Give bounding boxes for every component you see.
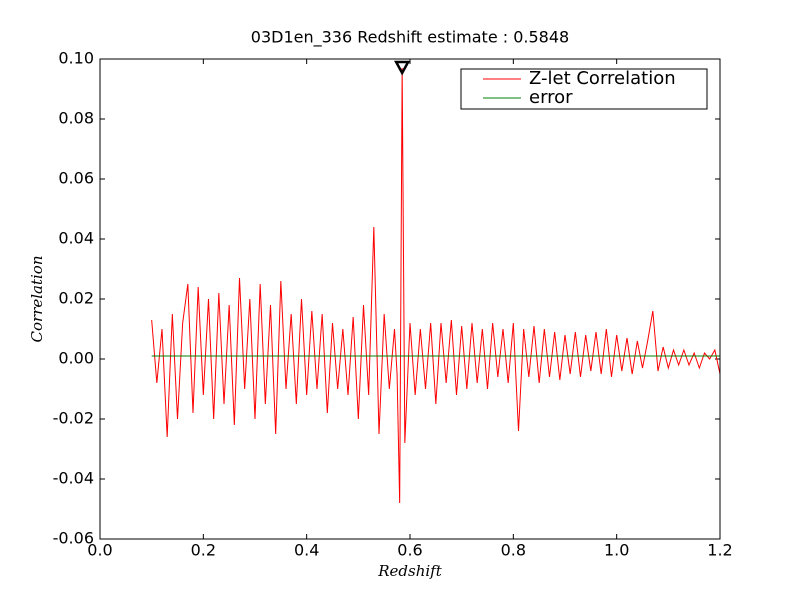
x-tick-label: 1.2 bbox=[707, 541, 732, 560]
series-line bbox=[151, 67, 721, 504]
x-tick-label: 0.4 bbox=[294, 541, 319, 560]
legend-box bbox=[460, 68, 708, 110]
y-tick-label: 0.00 bbox=[58, 349, 94, 368]
y-tick-label: 0.08 bbox=[58, 109, 94, 128]
chart-title: 03D1en_336 Redshift estimate : 0.5848 bbox=[251, 28, 569, 48]
x-tick-label: 0.8 bbox=[501, 541, 526, 560]
legend-label: error bbox=[529, 87, 573, 108]
y-tick-label: -0.02 bbox=[53, 409, 94, 428]
x-tick-label: 0.2 bbox=[191, 541, 216, 560]
x-tick-label: 0.0 bbox=[87, 541, 112, 560]
x-tick-label: 1.0 bbox=[604, 541, 629, 560]
peak-marker bbox=[394, 60, 411, 76]
y-tick-label: 0.10 bbox=[58, 49, 94, 68]
y-tick-label: 0.02 bbox=[58, 289, 94, 308]
x-tick-label: 0.6 bbox=[397, 541, 422, 560]
plot-frame bbox=[99, 58, 721, 540]
legend-label: Z-let Correlation bbox=[529, 68, 676, 89]
y-tick-label: -0.06 bbox=[53, 529, 94, 548]
y-tick-label: 0.04 bbox=[58, 229, 94, 248]
y-axis-label: Correlation bbox=[28, 256, 46, 343]
y-tick-label: -0.04 bbox=[53, 469, 94, 488]
x-axis-label: Redshift bbox=[377, 562, 442, 580]
y-tick-label: 0.06 bbox=[58, 169, 94, 188]
